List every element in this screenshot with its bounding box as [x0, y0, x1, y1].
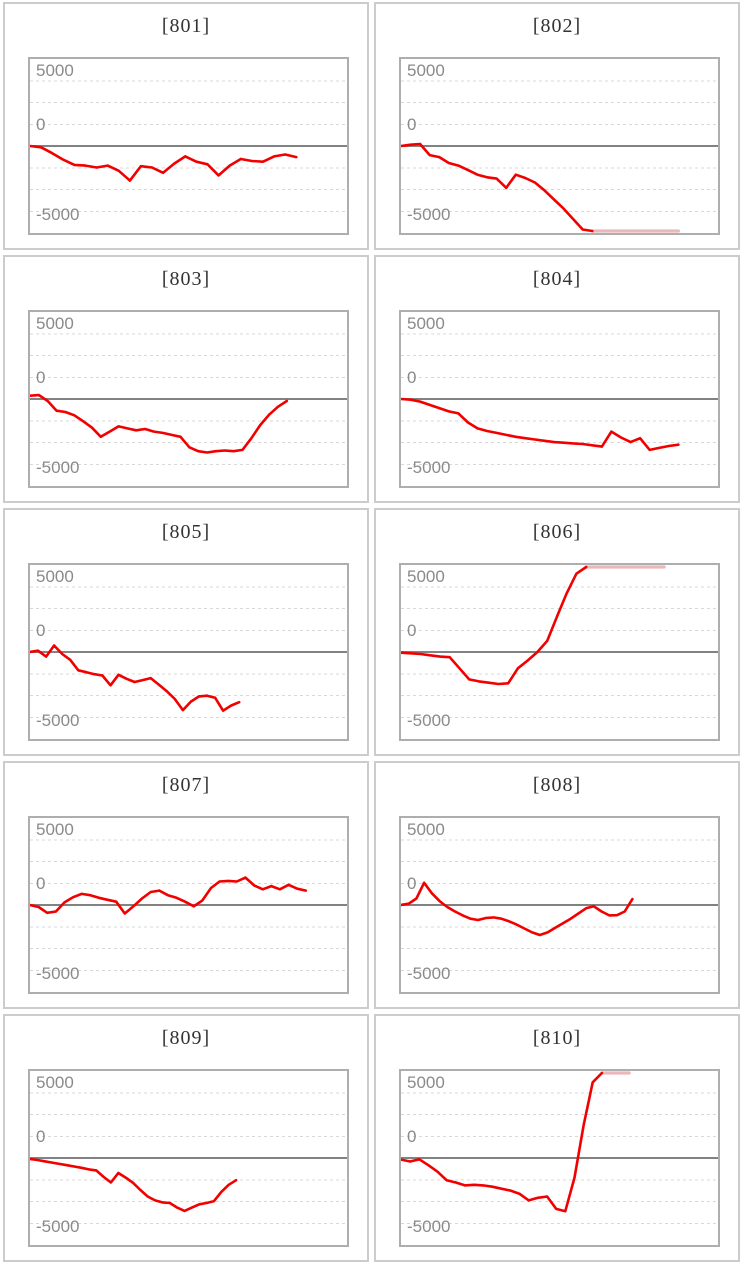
y-tick-5000: 5000 — [407, 567, 445, 586]
chart-card-809: [809] 5000 0 -5000 — [3, 1014, 369, 1262]
y-tick-5000: 5000 — [407, 61, 445, 80]
plot-area-808: 5000 0 -5000 — [399, 816, 720, 994]
chart-card-807: [807] 5000 0 -5000 — [3, 761, 369, 1009]
plot-area-804: 5000 0 -5000 — [399, 310, 720, 488]
y-tick-0: 0 — [407, 368, 417, 387]
y-tick-0: 0 — [36, 1127, 46, 1146]
chart-card-805: [805] 5000 0 -5000 — [3, 508, 369, 756]
line-chart-svg — [401, 80, 718, 233]
payout-line — [30, 876, 308, 915]
payout-line — [30, 393, 289, 454]
chart-title-806: [806] — [532, 521, 582, 543]
y-tick-0: 0 — [36, 874, 46, 893]
chart-title-809: [809] — [161, 1027, 211, 1049]
payout-line — [30, 1157, 238, 1213]
chart-title-802: [802] — [532, 15, 582, 37]
plot-area-807: 5000 0 -5000 — [28, 816, 349, 994]
y-tick-neg5000: -5000 — [36, 458, 80, 477]
y-tick-0: 0 — [36, 368, 46, 387]
y-tick-neg5000: -5000 — [407, 964, 451, 983]
chart-card-808: [808] 5000 0 -5000 — [374, 761, 740, 1009]
y-tick-neg5000: -5000 — [36, 711, 80, 730]
plot-area-802: 5000 0 -5000 — [399, 57, 720, 235]
y-tick-neg5000: -5000 — [407, 711, 451, 730]
line-chart-svg — [30, 80, 347, 212]
y-tick-5000: 5000 — [36, 820, 74, 839]
plot-area-803: 5000 0 -5000 — [28, 310, 349, 488]
y-tick-0: 0 — [36, 621, 46, 640]
payout-line — [401, 565, 588, 686]
line-chart-svg — [401, 333, 718, 465]
y-tick-neg5000: -5000 — [407, 1217, 451, 1236]
chart-title-808: [808] — [532, 774, 582, 796]
plot-area-805: 5000 0 -5000 — [28, 563, 349, 741]
plot-area-806: 5000 0 -5000 — [399, 563, 720, 741]
chart-card-803: [803] 5000 0 -5000 — [3, 255, 369, 503]
payout-line — [401, 142, 594, 233]
chart-card-801: [801] 5000 0 -5000 — [3, 2, 369, 250]
y-tick-5000: 5000 — [407, 820, 445, 839]
y-tick-0: 0 — [407, 115, 417, 134]
y-tick-5000: 5000 — [36, 314, 74, 333]
line-chart-svg — [30, 839, 347, 971]
chart-card-810: [810] 5000 0 -5000 — [374, 1014, 740, 1262]
chart-title-803: [803] — [161, 268, 211, 290]
line-chart-svg — [30, 586, 347, 718]
line-chart-svg — [401, 565, 718, 718]
chart-title-801: [801] — [161, 15, 211, 37]
chart-card-804: [804] 5000 0 -5000 — [374, 255, 740, 503]
chart-title-807: [807] — [161, 774, 211, 796]
y-tick-0: 0 — [407, 874, 417, 893]
y-tick-5000: 5000 — [36, 567, 74, 586]
chart-title-804: [804] — [532, 268, 582, 290]
chart-title-805: [805] — [161, 521, 211, 543]
chart-card-806: [806] 5000 0 -5000 — [374, 508, 740, 756]
y-tick-neg5000: -5000 — [407, 458, 451, 477]
plot-area-810: 5000 0 -5000 — [399, 1069, 720, 1247]
y-tick-0: 0 — [36, 115, 46, 134]
plot-area-801: 5000 0 -5000 — [28, 57, 349, 235]
y-tick-0: 0 — [407, 621, 417, 640]
y-tick-5000: 5000 — [407, 1073, 445, 1092]
payout-line — [30, 644, 241, 712]
chart-title-810: [810] — [532, 1027, 582, 1049]
line-chart-svg — [30, 333, 347, 465]
payout-line — [401, 1071, 604, 1213]
line-chart-svg — [401, 1071, 718, 1224]
y-tick-5000: 5000 — [36, 61, 74, 80]
y-tick-5000: 5000 — [36, 1073, 74, 1092]
y-tick-neg5000: -5000 — [36, 205, 80, 224]
chart-card-802: [802] 5000 0 -5000 — [374, 2, 740, 250]
line-chart-svg — [30, 1092, 347, 1224]
y-tick-neg5000: -5000 — [407, 205, 451, 224]
y-tick-neg5000: -5000 — [36, 964, 80, 983]
plot-area-809: 5000 0 -5000 — [28, 1069, 349, 1247]
y-tick-0: 0 — [407, 1127, 417, 1146]
payout-line — [401, 397, 680, 452]
y-tick-5000: 5000 — [407, 314, 445, 333]
line-chart-svg — [401, 839, 718, 971]
payout-line — [401, 881, 634, 937]
y-tick-neg5000: -5000 — [36, 1217, 80, 1236]
payout-line — [30, 144, 298, 182]
